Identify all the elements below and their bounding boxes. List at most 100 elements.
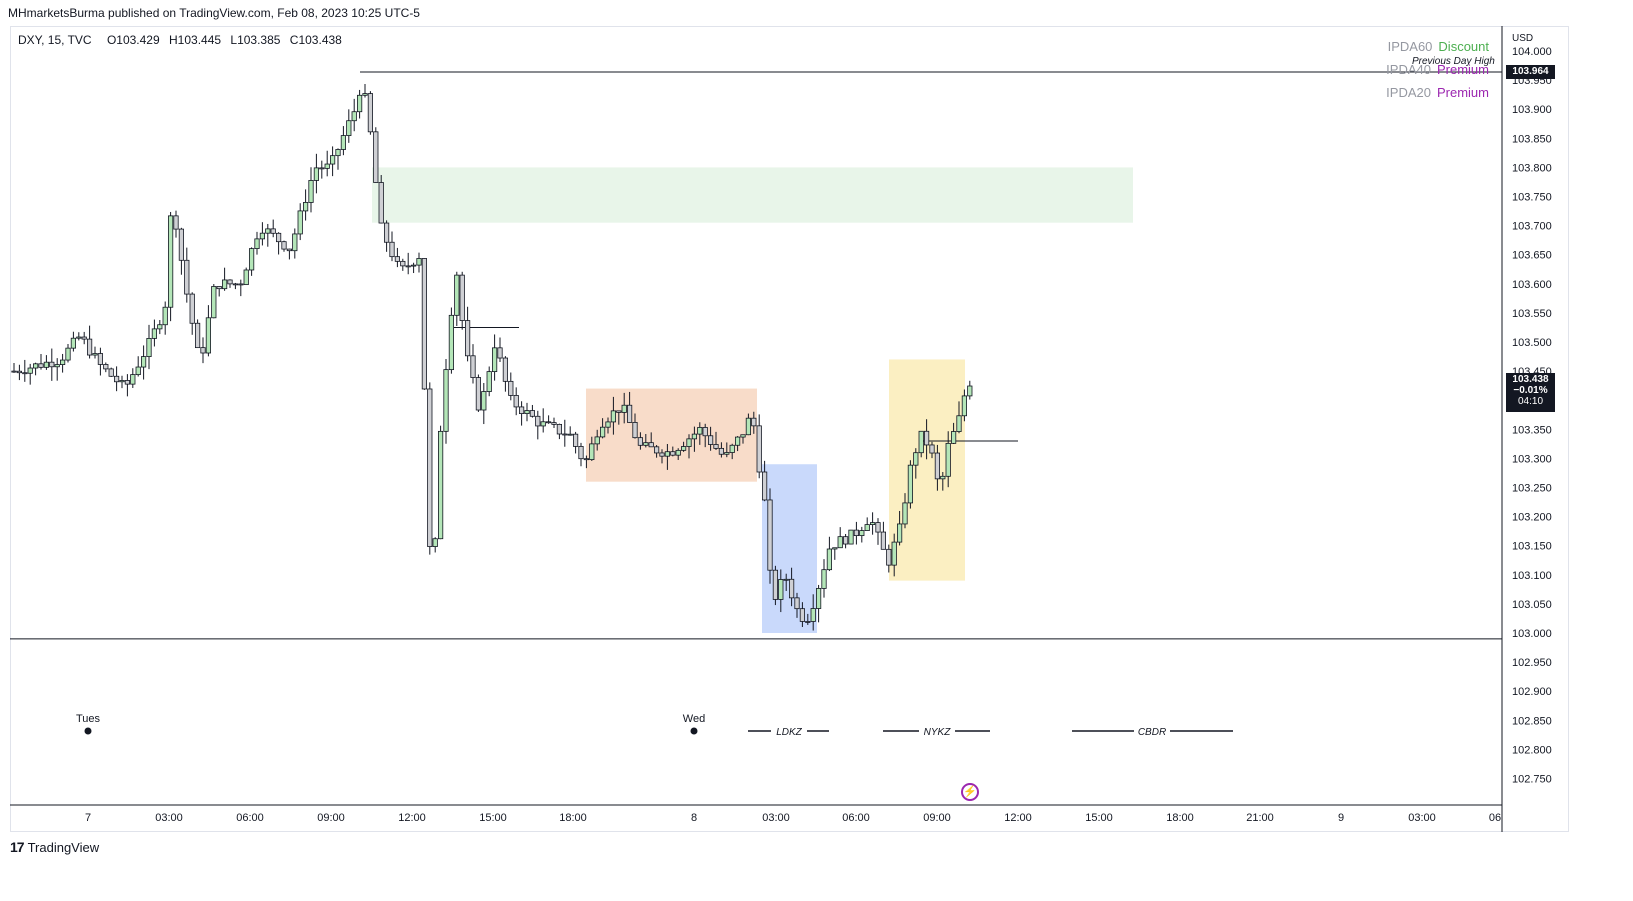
y-axis: 104.000103.950103.900103.850103.800103.7… <box>1501 26 1552 832</box>
current-price-tag: 103.438 −0.01% 04:10 <box>1506 373 1555 412</box>
bearish-candle-body <box>189 293 195 324</box>
candle <box>697 422 703 445</box>
candle <box>864 517 870 532</box>
y-tick-label: 103.550 <box>1512 308 1552 320</box>
symbol-label[interactable]: DXY, 15, TVC <box>18 33 92 47</box>
bullish-candle-body <box>211 286 217 319</box>
candle <box>713 431 719 450</box>
bullish-candle-body <box>810 608 816 622</box>
bullish-candle-body <box>92 353 98 356</box>
bearish-candle-body <box>103 364 109 370</box>
candle <box>216 286 222 297</box>
x-tick-label: 09:00 <box>923 812 951 824</box>
candle <box>670 446 676 457</box>
bearish-candle-body <box>87 338 93 356</box>
bullish-candle-body <box>605 421 611 428</box>
y-tick-label: 103.300 <box>1512 453 1552 465</box>
y-tick-label: 103.100 <box>1512 570 1552 582</box>
candle <box>189 292 195 335</box>
bullish-candle-body <box>567 433 573 436</box>
candle <box>578 442 584 467</box>
bullish-candle-body <box>448 314 455 371</box>
candle <box>211 284 217 319</box>
bearish-candle-body <box>178 228 184 261</box>
candle <box>783 573 789 591</box>
candle <box>632 413 638 439</box>
candle <box>65 344 71 363</box>
y-tick-label: 103.600 <box>1512 279 1552 291</box>
bullish-candle-body <box>594 436 600 445</box>
bullish-candle-body <box>491 347 498 373</box>
previous-day-high-label: Previous Day High <box>1412 56 1495 67</box>
bullish-candle-body <box>416 258 422 266</box>
bullish-candle-body <box>675 449 681 456</box>
y-tick-label: 104.000 <box>1512 46 1552 58</box>
candle <box>356 89 363 119</box>
day-label: Wed <box>683 713 705 725</box>
bullish-candle-body <box>735 436 741 446</box>
y-tick-label: 103.250 <box>1512 483 1552 495</box>
candle <box>491 334 498 381</box>
bearish-candle-body <box>762 471 768 501</box>
candle <box>38 354 44 370</box>
y-tick-label: 103.050 <box>1512 599 1552 611</box>
candle <box>859 526 865 543</box>
bearish-candle-body <box>751 417 757 427</box>
lightning-icon[interactable]: ⚡ <box>961 783 979 801</box>
bearish-candle-body <box>232 283 238 286</box>
bearish-candle-body <box>421 258 428 390</box>
candle <box>762 460 768 502</box>
candle <box>918 430 924 458</box>
candle <box>951 422 957 445</box>
y-tick-label: 103.750 <box>1512 192 1552 204</box>
bullish-candle-body <box>76 336 82 339</box>
candle <box>373 127 379 183</box>
candle <box>308 167 314 213</box>
candle <box>324 150 330 177</box>
bullish-candle-body <box>891 541 897 566</box>
candle <box>778 569 784 613</box>
candle <box>497 337 503 363</box>
bearish-candle-body <box>270 228 276 234</box>
bearish-candle-body <box>805 621 811 623</box>
session-label: LDKZ <box>776 727 802 738</box>
x-tick-label: 06:00 <box>842 812 870 824</box>
bullish-candle-body <box>621 404 627 413</box>
bearish-candle-body <box>238 283 244 286</box>
bullish-candle-body <box>778 579 784 600</box>
bullish-candle-body <box>119 380 125 383</box>
bearish-candle-body <box>772 569 779 600</box>
bullish-candle-body <box>33 363 39 369</box>
bearish-candle-body <box>627 404 633 423</box>
candle <box>616 410 622 425</box>
candle <box>22 359 28 382</box>
bullish-candle-body <box>362 93 368 96</box>
bearish-candle-body <box>573 433 579 447</box>
bullish-candle-body <box>292 233 298 252</box>
bullish-candle-body <box>243 269 249 286</box>
candle <box>924 419 930 460</box>
bullish-candle-body <box>259 232 266 240</box>
bullish-candle-body <box>140 356 147 368</box>
bullish-candle-body <box>265 228 271 234</box>
candle <box>335 148 341 170</box>
candle <box>286 248 293 260</box>
candle <box>205 305 211 357</box>
candle <box>157 320 163 335</box>
candle <box>400 258 406 271</box>
bullish-candle-body <box>724 452 730 455</box>
candle <box>940 472 946 491</box>
bullish-candle-body <box>940 475 946 480</box>
candle <box>897 510 903 546</box>
candle <box>275 232 282 255</box>
bearish-candle-body <box>637 437 644 446</box>
candle <box>238 279 244 297</box>
candle <box>826 536 833 572</box>
footer-brand[interactable]: 17 TradingView <box>10 839 99 855</box>
candle <box>243 267 249 286</box>
bar-countdown: 04:10 <box>1517 396 1544 407</box>
candle <box>464 306 471 362</box>
current-price-change: −0.01% <box>1513 385 1548 396</box>
candle <box>470 344 476 384</box>
